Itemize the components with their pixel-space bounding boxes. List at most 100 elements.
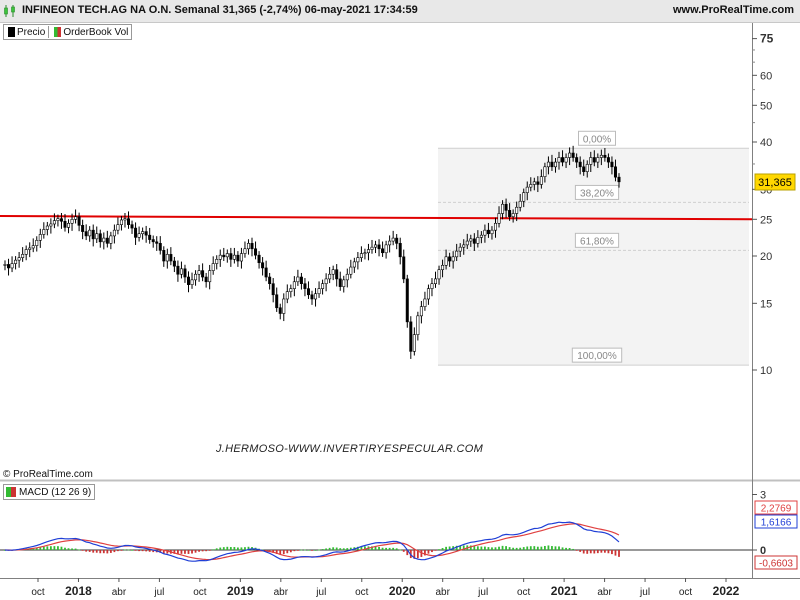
price-candle	[95, 233, 99, 240]
macd-histogram-bar	[381, 547, 384, 550]
macd-histogram-bar	[314, 549, 317, 551]
price-candle	[215, 259, 219, 264]
macd-histogram-bar	[406, 550, 409, 556]
price-candle	[52, 220, 56, 225]
price-candle	[257, 254, 261, 264]
price-candle	[561, 157, 565, 163]
price-candle	[299, 276, 303, 284]
macd-histogram-bar	[582, 550, 585, 554]
fibonacci-level-label: 61,80%	[580, 236, 614, 247]
macd-histogram-bar	[46, 546, 49, 550]
time-axis-label: oct	[193, 587, 207, 598]
macd-histogram-bar	[78, 549, 81, 551]
legend-price[interactable]: Precio	[17, 26, 46, 38]
price-candle	[306, 288, 310, 296]
time-axis-label: abr	[274, 587, 289, 598]
price-candle	[324, 278, 328, 284]
macd-swatch-icon	[6, 487, 16, 497]
macd-histogram-bar	[565, 547, 567, 550]
price-candle	[250, 243, 254, 250]
macd-histogram-bar	[491, 547, 493, 550]
price-candle	[190, 279, 194, 285]
price-candle	[465, 240, 469, 246]
macd-histogram-bar	[64, 547, 66, 550]
macd-histogram-value-tag-box	[754, 555, 798, 570]
price-candle	[289, 288, 293, 292]
price-candle	[603, 154, 607, 158]
price-candle	[455, 250, 459, 258]
macd-histogram-bar	[325, 548, 328, 550]
price-candle	[511, 213, 515, 217]
macd-histogram-bar	[134, 550, 137, 551]
macd-histogram-bar	[515, 547, 518, 550]
price-candle	[232, 254, 236, 260]
macd-histogram-bar	[551, 546, 553, 550]
macd-histogram-bar	[494, 547, 497, 550]
macd-histogram-bar	[469, 545, 472, 550]
macd-histogram-bar	[540, 546, 543, 550]
price-candle	[77, 216, 81, 226]
time-axis-label: oct	[355, 587, 369, 598]
macd-histogram-bar	[420, 550, 423, 557]
macd-histogram-bar	[166, 550, 169, 554]
price-candle	[130, 224, 134, 229]
macd-histogram-bar	[244, 547, 246, 550]
macd-axis-label: 3	[760, 490, 766, 502]
macd-histogram-bar	[275, 550, 278, 554]
macd-histogram-bar	[505, 546, 507, 550]
price-legend[interactable]: Precio OrderBook Vol	[3, 24, 133, 40]
fibonacci-level-label: 100,00%	[577, 351, 617, 362]
macd-axis-label: 0	[760, 545, 766, 557]
macd-histogram-bar	[572, 548, 575, 550]
price-candle	[409, 321, 413, 352]
macd-plot-area[interactable]	[0, 482, 752, 578]
price-candle	[402, 256, 406, 280]
time-axis-label: oct	[517, 587, 531, 598]
macd-histogram-bar	[141, 550, 144, 552]
fibonacci-label-box	[571, 347, 623, 363]
macd-histogram-bar	[533, 546, 536, 550]
price-candle	[448, 256, 452, 262]
macd-histogram-bar	[236, 547, 239, 550]
price-candle	[451, 256, 455, 262]
macd-histogram-bar	[501, 545, 504, 550]
price-candle	[352, 261, 356, 268]
price-candle	[162, 250, 166, 262]
macd-histogram-bar	[600, 550, 603, 553]
site-link[interactable]: www.ProRealTime.com	[672, 4, 794, 16]
macd-histogram-bar	[526, 546, 529, 550]
price-candle	[296, 276, 300, 283]
price-candle	[119, 219, 123, 225]
price-candle	[186, 276, 190, 285]
macd-histogram-bar	[543, 545, 546, 550]
macd-histogram-bar	[346, 548, 349, 550]
macd-histogram-bar	[438, 549, 440, 550]
macd-histogram-bar	[575, 550, 578, 551]
price-candle	[606, 157, 610, 163]
fibonacci-label-box	[578, 130, 616, 146]
macd-histogram-bar	[272, 550, 275, 553]
macd-histogram-bar	[279, 550, 282, 555]
price-candle	[183, 268, 187, 278]
price-candle	[349, 266, 353, 275]
macd-legend[interactable]: MACD (12 26 9)	[3, 484, 96, 500]
macd-histogram-bar	[364, 546, 366, 550]
price-candle	[370, 246, 374, 250]
macd-histogram-bar	[487, 547, 490, 550]
macd-label[interactable]: MACD (12 26 9)	[19, 486, 92, 498]
macd-histogram-bar	[265, 550, 268, 551]
legend-orderbook[interactable]: OrderBook Vol	[63, 26, 129, 38]
macd-histogram-bar	[57, 546, 59, 550]
price-candle	[423, 298, 427, 307]
price-candle	[243, 248, 247, 254]
price-candle	[522, 192, 526, 202]
price-candle	[254, 248, 258, 256]
price-candle	[374, 244, 378, 248]
macd-histogram-bar	[49, 546, 52, 550]
price-axis-label: 15	[760, 298, 772, 310]
price-candle	[310, 294, 314, 300]
macd-histogram-bar	[191, 550, 193, 554]
fibonacci-retracement-box[interactable]	[438, 148, 749, 366]
price-candle	[141, 231, 145, 235]
price-candle	[246, 243, 250, 250]
